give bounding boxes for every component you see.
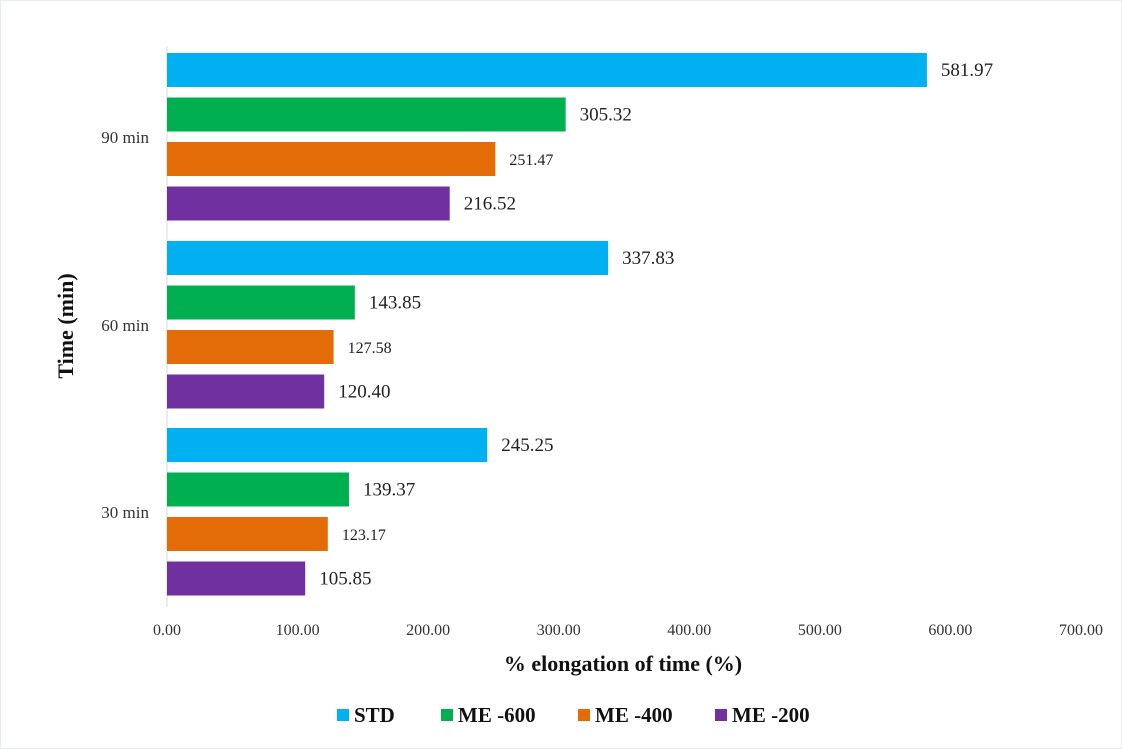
category-label: 90 min: [101, 128, 149, 147]
data-label: 251.47: [509, 152, 553, 169]
bar: [167, 241, 609, 275]
bar: [167, 472, 349, 507]
bar: [167, 186, 450, 221]
legend-label: ME -200: [732, 703, 810, 727]
data-label: 139.37: [363, 480, 415, 501]
data-label: 337.83: [622, 248, 674, 269]
bars: 245.25 139.37 123.17 105.85 337.83 143.85 127.…: [167, 53, 993, 596]
x-tick-label: 0.00: [153, 622, 181, 639]
data-label: 216.52: [464, 194, 516, 215]
x-tick-labels: 0.00 100.00 200.00 300.00 400.00 500.00 600.00…: [153, 622, 1103, 639]
bar: [167, 374, 325, 409]
legend-swatch: [441, 709, 453, 721]
data-label: 143.85: [369, 293, 421, 314]
x-axis-title: % elongation of time (%): [504, 651, 742, 676]
x-tick-label: 700.00: [1059, 622, 1103, 639]
bar: [167, 330, 334, 364]
y-axis-title: Time (min): [53, 273, 78, 378]
legend-label: ME -400: [595, 703, 673, 727]
data-label: 245.25: [501, 435, 553, 456]
data-label: 120.40: [338, 382, 390, 403]
data-label: 305.32: [580, 105, 632, 126]
data-label: 581.97: [941, 60, 993, 81]
legend-swatch: [578, 709, 590, 721]
data-label: 105.85: [319, 569, 371, 590]
x-tick-label: 600.00: [928, 622, 972, 639]
x-tick-label: 100.00: [276, 622, 320, 639]
bar: [167, 142, 496, 176]
bar: [167, 285, 355, 320]
bar: [167, 428, 488, 462]
bar: [167, 97, 566, 132]
legend-label: ME -600: [458, 703, 536, 727]
x-tick-label: 500.00: [798, 622, 842, 639]
x-tick-label: 200.00: [406, 622, 450, 639]
category-label: 60 min: [101, 316, 149, 335]
bar: [167, 561, 306, 596]
bar: [167, 517, 328, 551]
legend-label: STD: [354, 703, 395, 727]
x-tick-label: 300.00: [537, 622, 581, 639]
bar: [167, 53, 927, 87]
data-label: 123.17: [342, 527, 386, 544]
x-tick-label: 400.00: [667, 622, 711, 639]
legend: STD ME -600 ME -400 ME -200: [337, 703, 810, 727]
legend-swatch: [337, 709, 349, 721]
legend-swatch: [715, 709, 727, 721]
data-label: 127.58: [348, 340, 392, 357]
category-label: 30 min: [101, 503, 149, 522]
category-labels: 30 min 60 min 90 min: [101, 128, 149, 522]
